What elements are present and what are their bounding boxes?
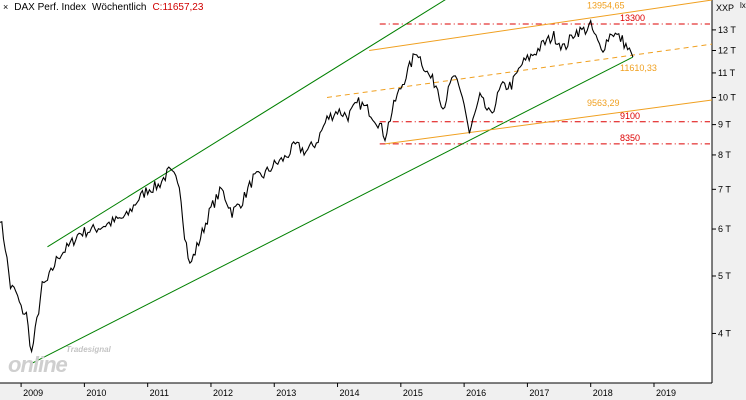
annotation-8350: 8350 [620, 133, 640, 143]
y-tick-label: 10 T [718, 92, 736, 102]
watermark-logo: Tradesignal online [6, 335, 126, 379]
watermark-top: Tradesignal [66, 345, 111, 354]
price-line [0, 18, 634, 354]
x-tick-label: 2016 [466, 388, 486, 398]
y-tick-label: 9 T [718, 120, 731, 130]
y-axis-unit-label: XXP [716, 3, 734, 13]
horizontal-levels [379, 23, 710, 145]
close-icon[interactable]: × [3, 2, 9, 12]
y-tick-label: 11 T [718, 68, 736, 78]
annotation-13300: 13300 [620, 13, 645, 23]
annotation-9100: 9100 [620, 111, 640, 121]
interval-label[interactable]: Wöchentlich [91, 2, 147, 13]
y-tick-label: 13 T [718, 25, 736, 35]
instrument-name: DAX Perf. Index [14, 2, 86, 13]
x-tick-label: 2010 [86, 388, 106, 398]
x-tick-label: 2018 [593, 388, 613, 398]
x-tick-label: 2017 [529, 388, 549, 398]
y-tick-label: 8 T [718, 150, 731, 160]
x-tick-label: 2015 [403, 388, 423, 398]
corner-label: lx [740, 1, 746, 10]
y-tick-label: 12 T [718, 46, 736, 56]
x-tick-label: 2014 [340, 388, 360, 398]
x-tick-label: 2019 [656, 388, 676, 398]
trend-line-orange_upper [369, 0, 713, 52]
x-tick-label: 2009 [23, 388, 43, 398]
trend-lines [31, 0, 713, 364]
trend-line-orange_lower [384, 99, 713, 145]
annotation-11610,33: 11610,33 [620, 63, 657, 73]
annotation-9563,29: 9563,29 [587, 98, 620, 108]
watermark-main: online [8, 352, 68, 377]
x-tick-label: 2013 [276, 388, 296, 398]
trend-line-green_lower [31, 56, 634, 364]
x-axis-ticks: 2009 2010 2011 2012 2013 2014 2015 2016 2017 2018… [20, 383, 676, 398]
y-tick-label: 4 T [718, 328, 731, 338]
trend-line-green_upper [47, 0, 446, 248]
x-tick-label: 2012 [213, 388, 233, 398]
trend-line-orange_dashed [326, 43, 713, 98]
y-axis-ticks: 4 T 5 T 6 T 7 T 8 T 9 T 10 T 11 T 12 T 13 T [712, 25, 736, 338]
y-tick-label: 5 T [718, 271, 731, 281]
y-tick-label: 7 T [718, 184, 731, 194]
y-tick-label: 6 T [718, 224, 731, 234]
chart-header: × DAX Perf. Index Wöchentlich C:11657,23 [3, 2, 203, 13]
x-axis-background [0, 383, 746, 400]
x-tick-label: 2011 [150, 388, 169, 398]
annotation-13954,65: 13954,65 [587, 1, 625, 11]
last-close-label: C:11657,23 [152, 2, 204, 13]
y-axis-background [712, 0, 746, 383]
